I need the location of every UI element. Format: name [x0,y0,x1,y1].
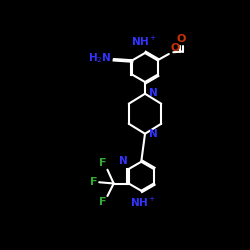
Text: O: O [170,43,179,53]
Text: F: F [99,197,106,207]
Text: F: F [99,158,106,168]
Text: F: F [90,177,98,187]
Text: O: O [176,34,186,44]
Text: N: N [119,156,128,166]
Text: NH$^+$: NH$^+$ [130,196,156,209]
Text: N: N [148,88,157,98]
Text: H$_2$N: H$_2$N [88,51,112,65]
Text: NH$^+$: NH$^+$ [131,36,157,49]
Text: N: N [148,129,157,139]
